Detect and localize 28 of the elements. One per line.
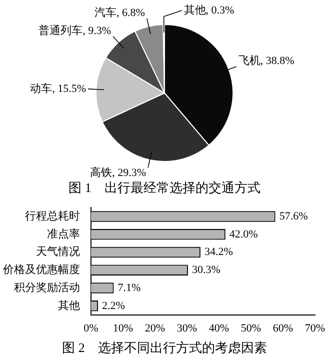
data-label: 34.2% bbox=[204, 246, 233, 258]
x-tick-label: 20% bbox=[144, 322, 166, 334]
x-tick-label: 10% bbox=[112, 322, 134, 334]
text: 图 2 选择不同出行方式的考虑因素 bbox=[61, 339, 268, 357]
slice-label: 飞机, 38.8% bbox=[238, 55, 294, 68]
y-tick-label: 天气情况 bbox=[36, 245, 80, 258]
x-tick-label: 30% bbox=[176, 322, 198, 334]
y-tick-label: 价格及优惠幅度 bbox=[2, 263, 80, 276]
slice-label: 高铁, 29.3% bbox=[90, 166, 146, 180]
slice-label: 其他, 0.3% bbox=[184, 3, 234, 16]
y-tick-label: 其他 bbox=[58, 298, 80, 312]
text: 图 1 出行最经常选择的交通方式 bbox=[68, 179, 262, 197]
x-tick-label: 0% bbox=[84, 322, 98, 334]
y-tick-label: 积分奖励活动 bbox=[14, 282, 80, 294]
data-label: 57.6% bbox=[279, 210, 308, 222]
x-tick-label: 40% bbox=[208, 322, 230, 334]
data-label: 7.1% bbox=[118, 282, 141, 294]
data-label: 2.2% bbox=[102, 300, 125, 312]
x-tick-label: 70% bbox=[304, 322, 326, 334]
slice-label: 普通列车, 9.3% bbox=[38, 24, 112, 37]
x-tick-label: 50% bbox=[240, 322, 262, 334]
data-label: 30.3% bbox=[192, 264, 220, 276]
y-tick-label: 准点率 bbox=[47, 227, 80, 240]
x-tick-label: 60% bbox=[272, 322, 294, 334]
data-label: 42.0% bbox=[229, 228, 258, 240]
slice-label: 汽车, 6.8% bbox=[94, 6, 145, 19]
slice-label: 动车, 15.5% bbox=[30, 82, 86, 95]
y-tick-label: 行程总耗时 bbox=[25, 209, 80, 222]
